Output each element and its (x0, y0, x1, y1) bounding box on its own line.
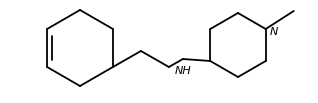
Text: N: N (270, 27, 278, 37)
Text: NH: NH (175, 66, 191, 76)
